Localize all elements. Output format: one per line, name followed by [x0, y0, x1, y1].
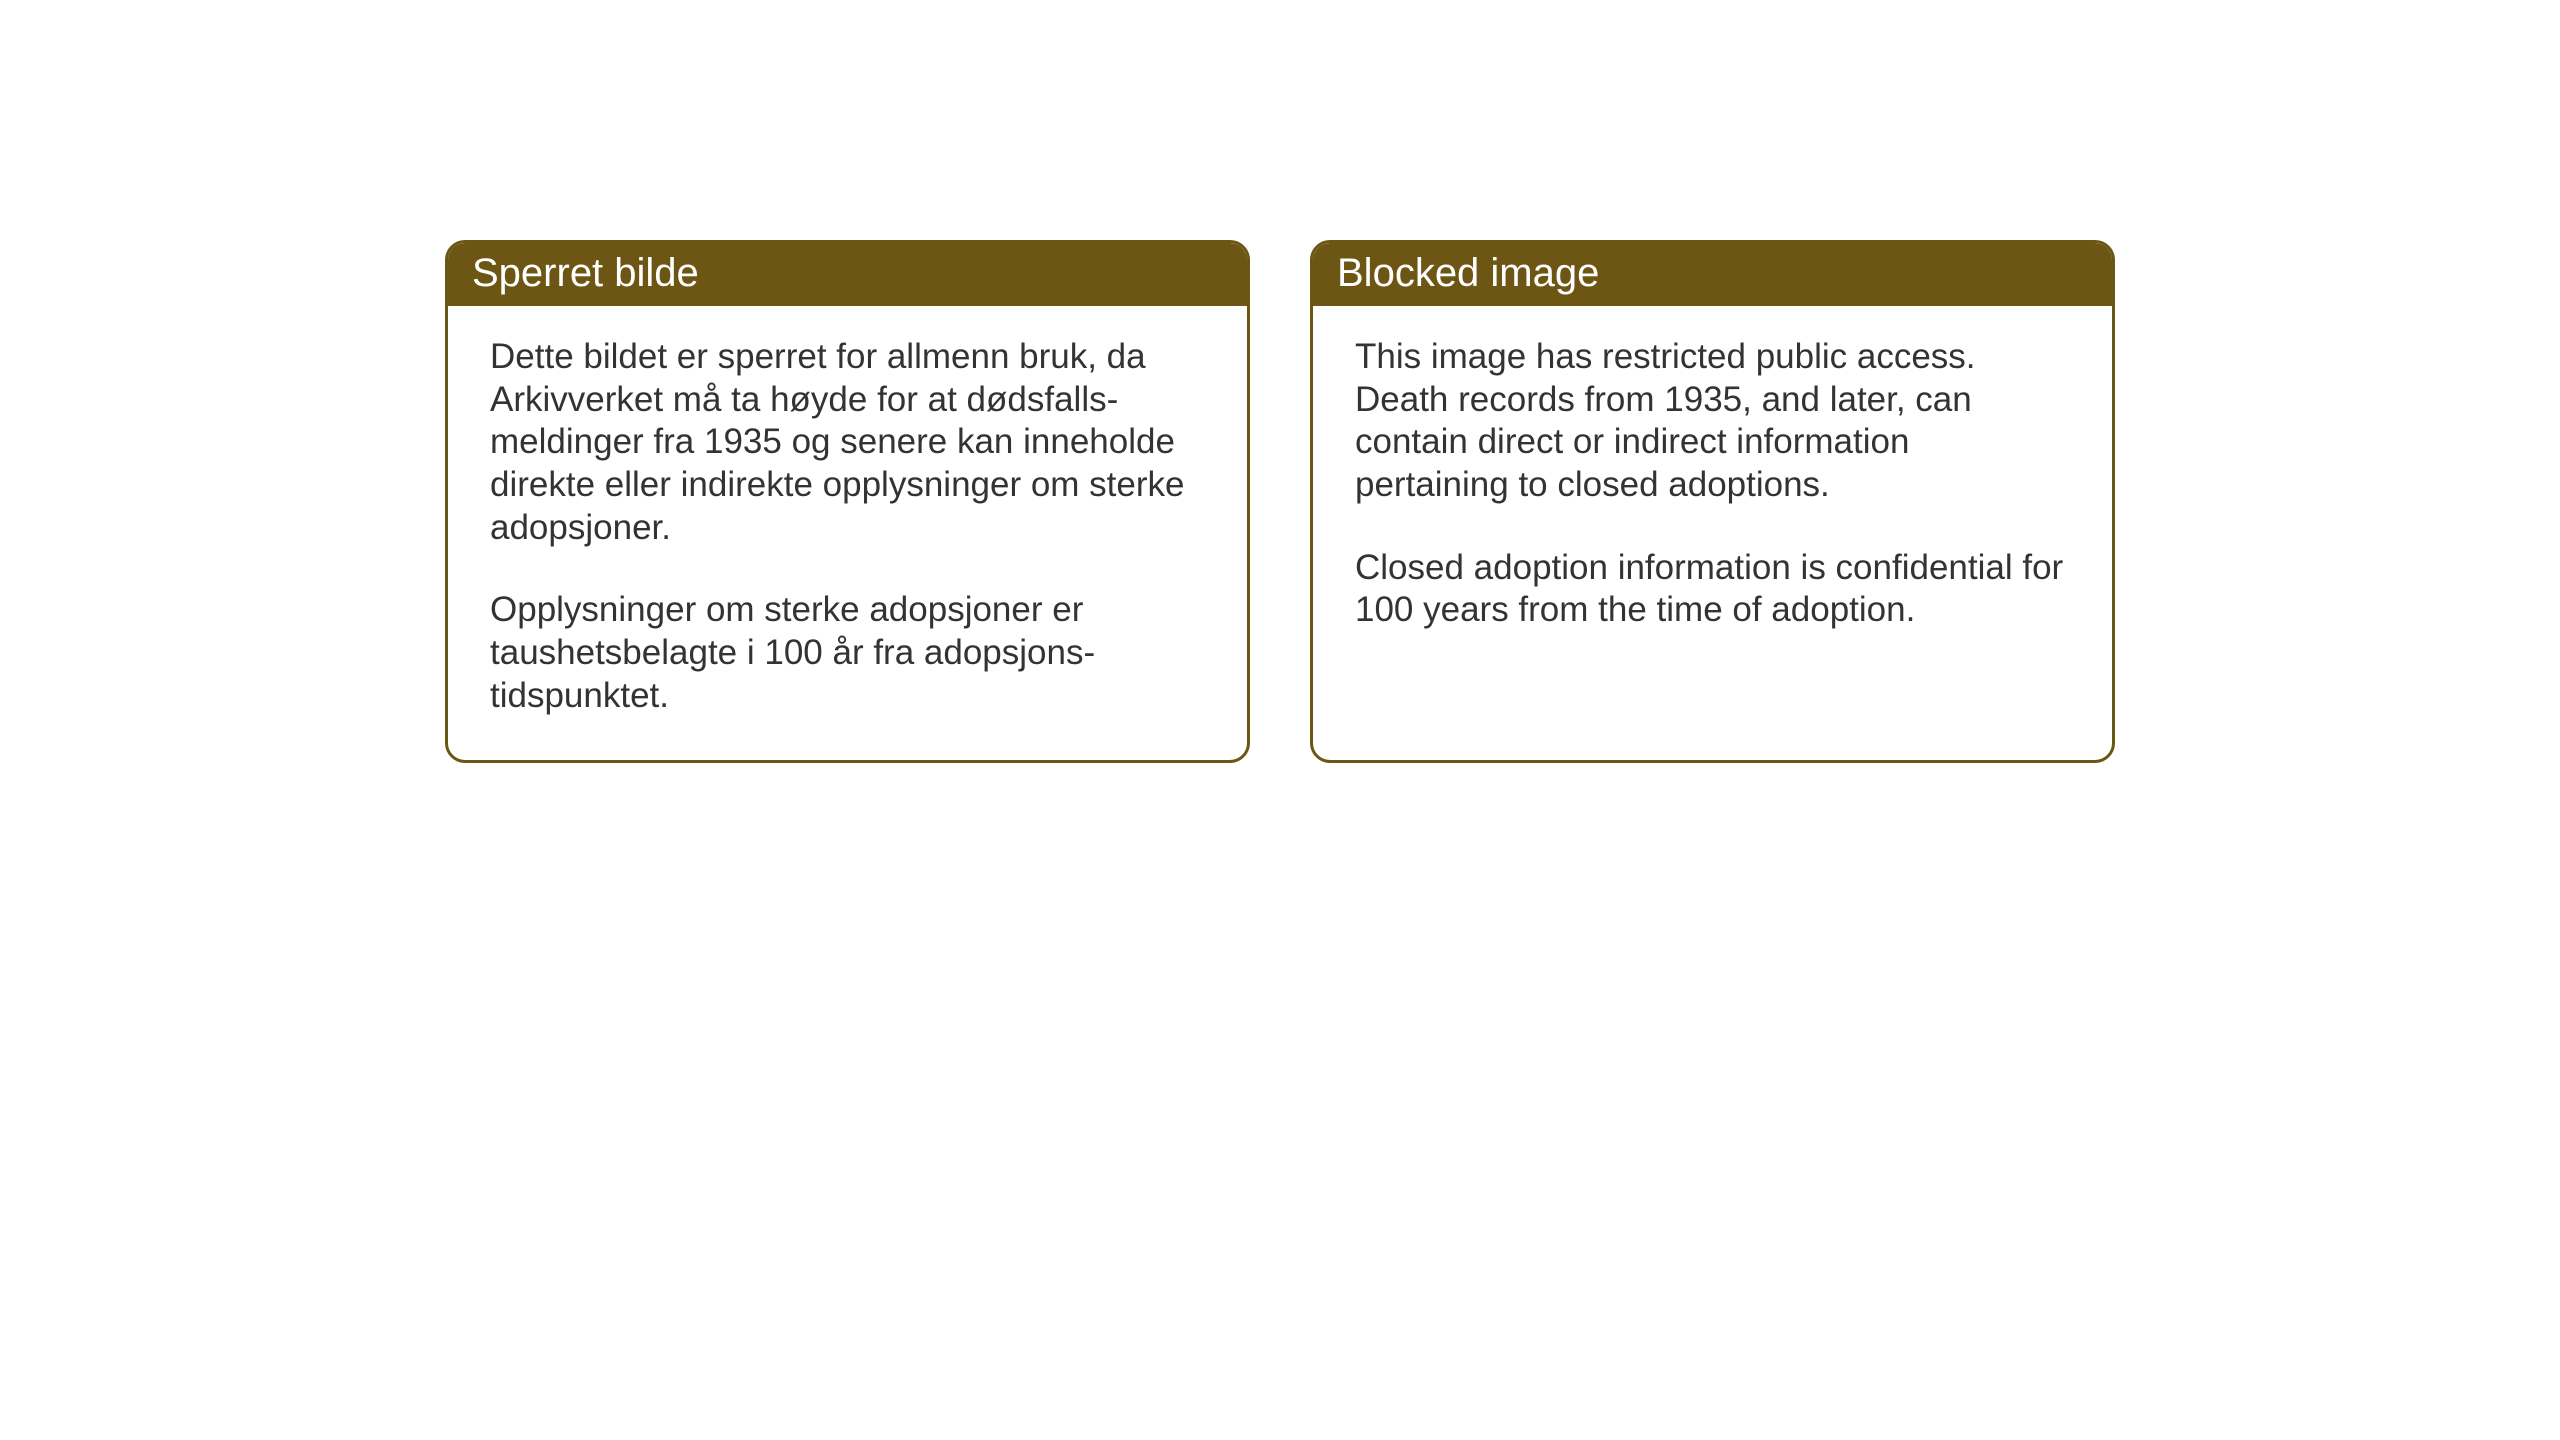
- norwegian-notice-title: Sperret bilde: [448, 243, 1247, 306]
- english-paragraph-2: Closed adoption information is confident…: [1355, 547, 2070, 632]
- norwegian-paragraph-1: Dette bildet er sperret for allmenn bruk…: [490, 336, 1205, 549]
- english-paragraph-1: This image has restricted public access.…: [1355, 336, 2070, 507]
- english-notice-body: This image has restricted public access.…: [1313, 306, 2112, 674]
- norwegian-paragraph-2: Opplysninger om sterke adopsjoner er tau…: [490, 589, 1205, 717]
- norwegian-notice-box: Sperret bilde Dette bildet er sperret fo…: [445, 240, 1250, 763]
- english-notice-box: Blocked image This image has restricted …: [1310, 240, 2115, 763]
- norwegian-notice-body: Dette bildet er sperret for allmenn bruk…: [448, 306, 1247, 760]
- english-notice-title: Blocked image: [1313, 243, 2112, 306]
- notice-container: Sperret bilde Dette bildet er sperret fo…: [445, 240, 2115, 763]
